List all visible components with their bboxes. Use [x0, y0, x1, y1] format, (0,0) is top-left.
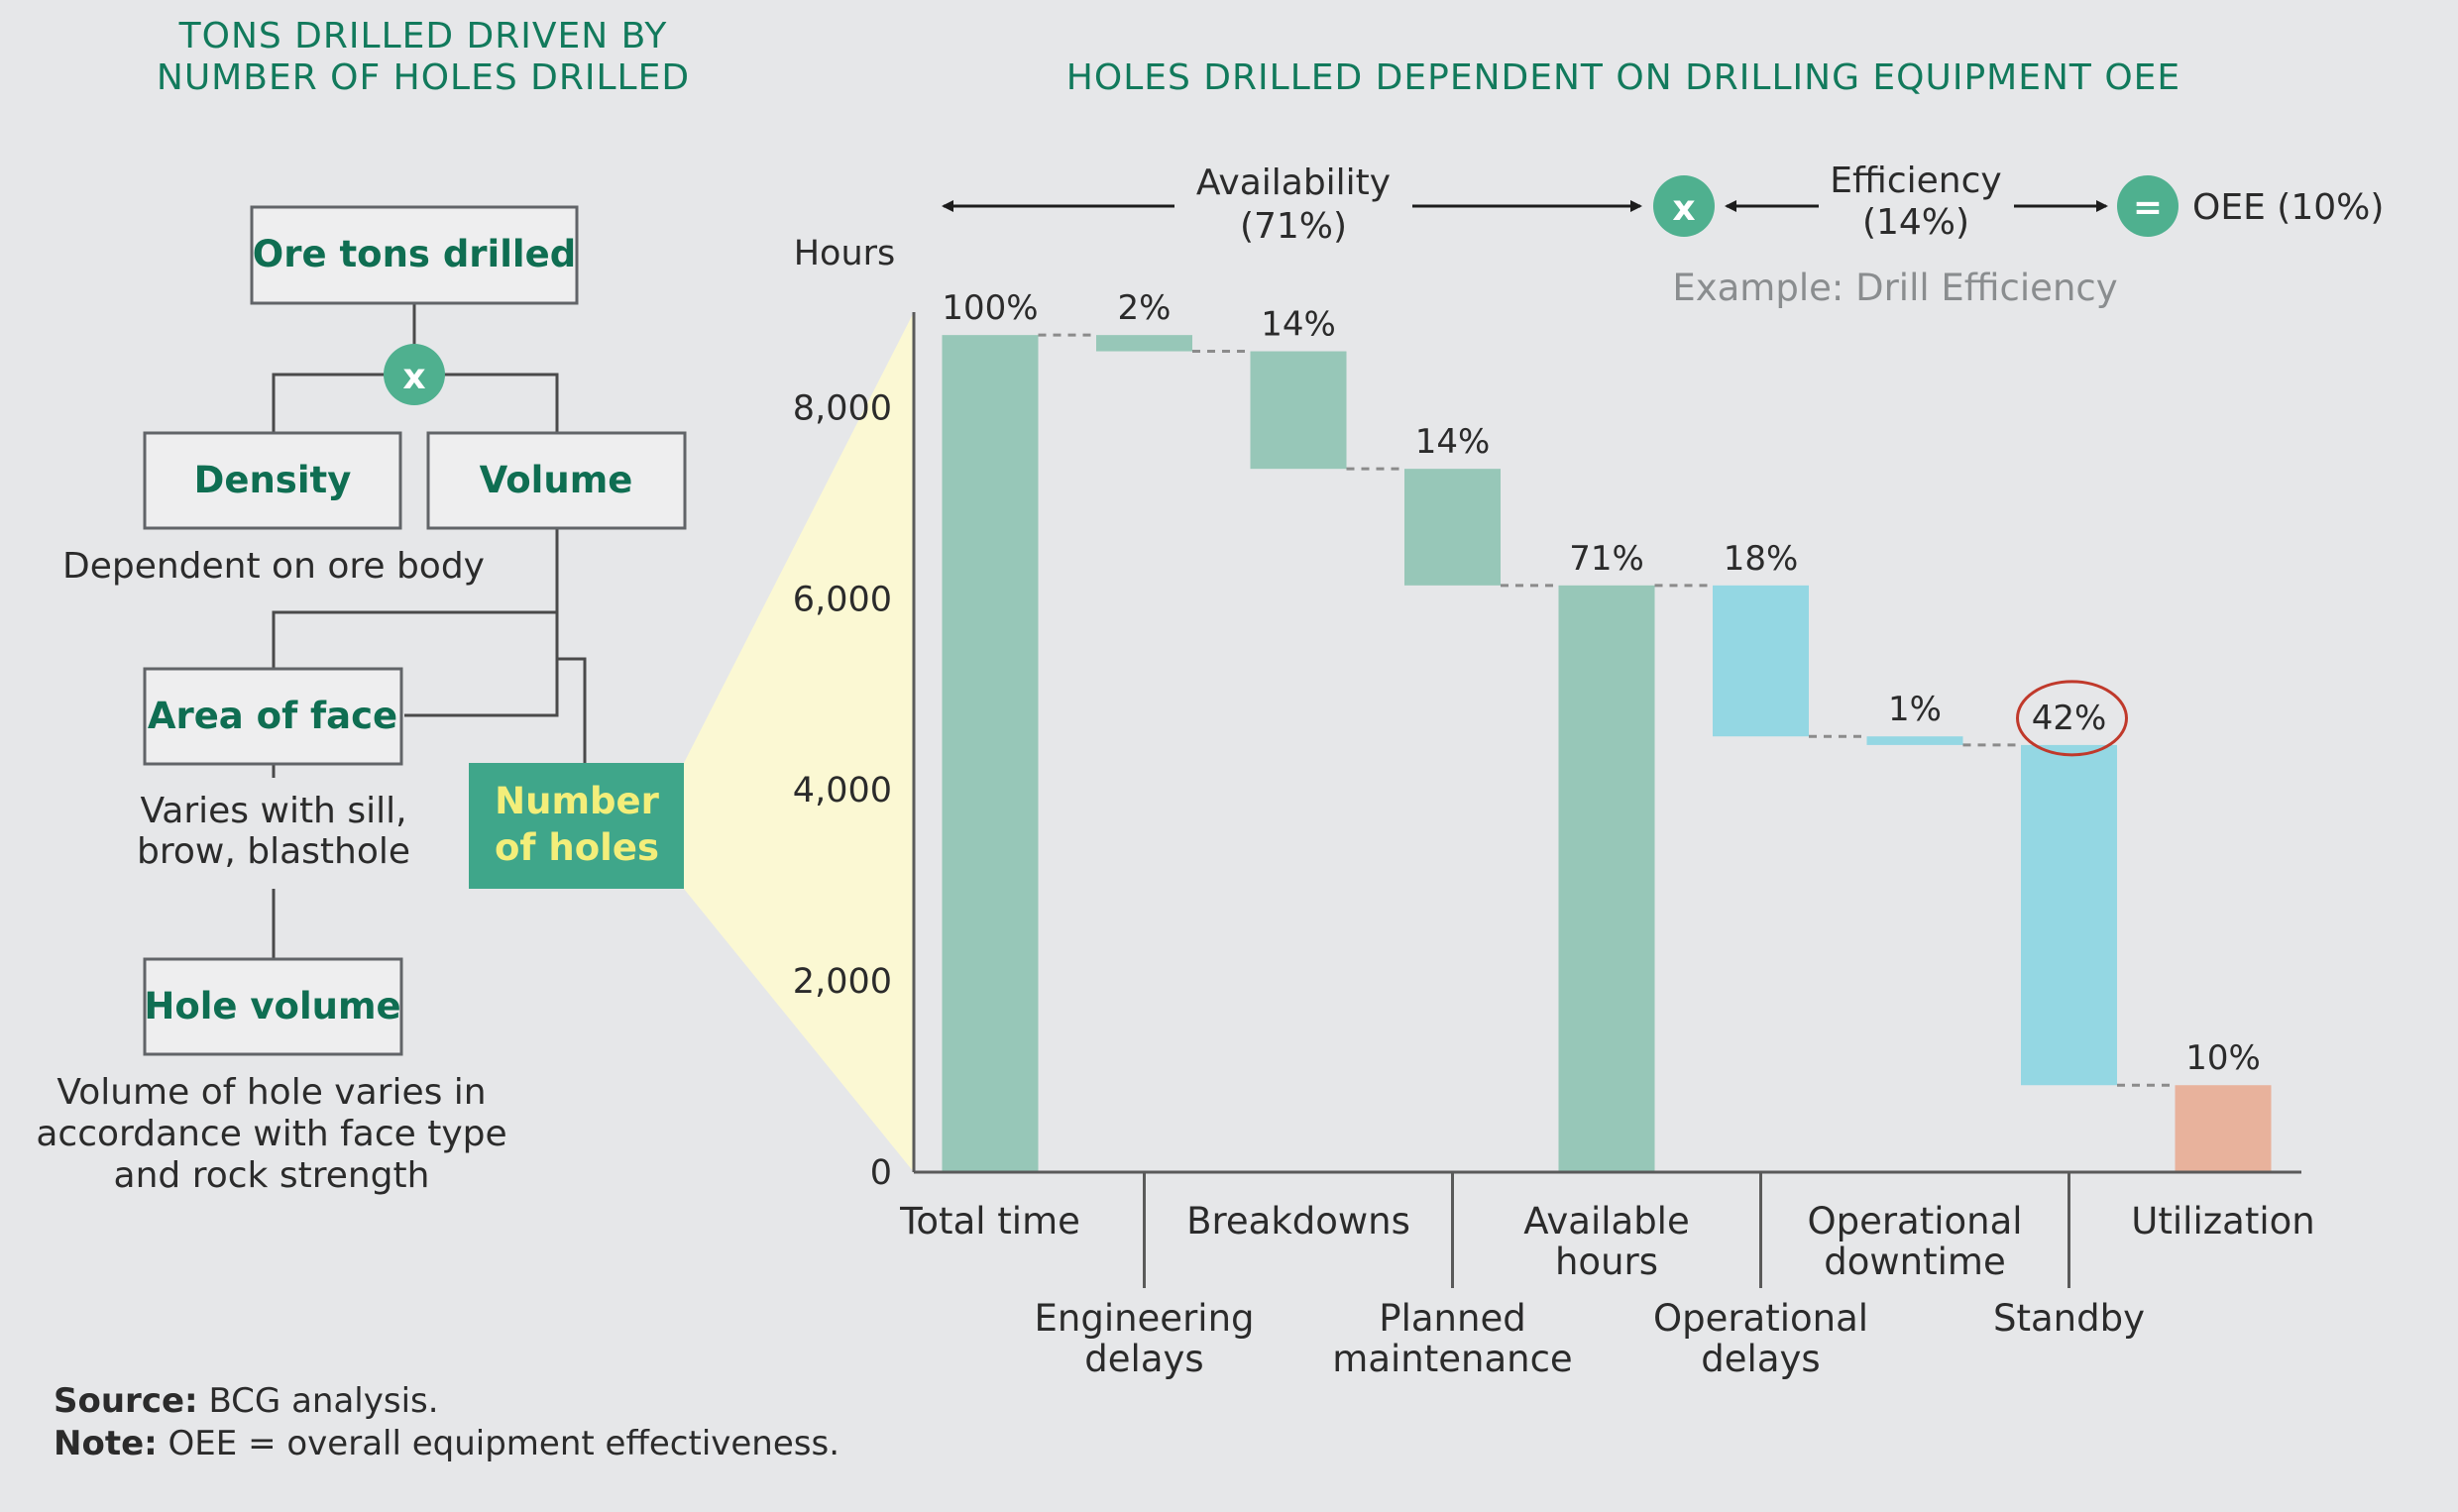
category-label: Total time [899, 1200, 1080, 1242]
ore-tons-box: Ore tons drilled [250, 205, 579, 305]
left-title-line-1: TONS DRILLED DRIVEN BY [178, 16, 668, 56]
bar-connectors [1038, 333, 2176, 1087]
note-line: Note: OEE = overall equipment effectiven… [54, 1424, 839, 1463]
category-label: maintenance [1332, 1338, 1572, 1380]
y-tick-label: 2,000 [793, 962, 892, 1002]
category-label: Operational [1807, 1200, 2022, 1242]
equals-node [2117, 175, 2179, 237]
bar [1866, 736, 1963, 745]
oee-header: Availability (71%) x Efficiency (14%) = … [942, 161, 2384, 247]
source-text: BCG analysis. [198, 1381, 439, 1421]
example-label: Example: Drill Efficiency [1672, 267, 2117, 309]
bar-percent-label: 14% [1415, 422, 1491, 462]
tree-connectors [272, 303, 587, 959]
category-label: downtime [1824, 1241, 2005, 1283]
category-label: Operational [1653, 1297, 1868, 1340]
bar-percent-label: 1% [1888, 690, 1942, 729]
category-label: delays [1084, 1338, 1203, 1380]
category-label: hours [1555, 1241, 1658, 1283]
hole-note-line-3: and rock strength [114, 1155, 430, 1196]
volume-box: Volume [426, 431, 687, 530]
multiply-icon-right: x [1672, 188, 1695, 229]
bar-percent-label: 71% [1569, 539, 1644, 579]
note-label: Note: [54, 1424, 158, 1463]
hole-note-line-2: accordance with face type [36, 1114, 506, 1154]
footer: Source: BCG analysis. Note: OEE = overal… [54, 1381, 839, 1463]
multiply-node-left: x [384, 344, 445, 405]
area-of-face-label: Area of face [148, 695, 397, 737]
category-label: Utilization [2131, 1200, 2314, 1242]
zoom-highlight [684, 312, 914, 1172]
efficiency-label: Efficiency [1830, 161, 2001, 201]
category-label: Available [1523, 1200, 1689, 1242]
note-text: OEE = overall equipment effectiveness. [158, 1424, 839, 1463]
density-note: Dependent on ore body [62, 546, 485, 587]
availability-label: Availability [1196, 162, 1391, 203]
oee-label: OEE (10%) [2192, 187, 2384, 228]
bar-percent-label: 2% [1118, 288, 1172, 328]
hole-volume-box: Hole volume [143, 957, 403, 1056]
y-axis-ticks: 0 2,000 4,000 6,000 8,000 [793, 388, 892, 1193]
bar-percent-label: 10% [2185, 1038, 2261, 1078]
bar-percent-labels: 100% 2% 14% 14% 71% 18% 1% 42% 10% [942, 288, 2260, 1078]
category-labels: Total timeEngineeringdelaysBreakdownsPla… [899, 1200, 2315, 1380]
bar [1713, 585, 1809, 737]
bar [942, 335, 1039, 1172]
y-tick-label: 0 [870, 1153, 892, 1193]
y-tick-label: 4,000 [793, 771, 892, 810]
efficiency-value: (14%) [1862, 202, 1969, 243]
category-label: Engineering [1035, 1297, 1255, 1340]
multiply-node-right [1653, 175, 1715, 237]
highlight-circle [2016, 680, 2128, 757]
bar [1558, 585, 1655, 1172]
bar-percent-label: 42% [2032, 699, 2107, 738]
source-label: Source: [54, 1381, 198, 1421]
left-title-line-2: NUMBER OF HOLES DRILLED [157, 57, 690, 98]
category-label: Standby [1993, 1297, 2145, 1340]
bar-percent-label: 100% [942, 288, 1038, 328]
hole-note-line-1: Volume of hole varies in [56, 1072, 486, 1113]
bars [942, 335, 2272, 1172]
number-of-holes-line-2: of holes [495, 826, 659, 869]
left-title: TONS DRILLED DRIVEN BY NUMBER OF HOLES D… [157, 16, 690, 98]
area-note-line-1: Varies with sill, [140, 791, 406, 831]
source-line: Source: BCG analysis. [54, 1381, 439, 1421]
bar [2021, 744, 2117, 1086]
area-of-face-box: Area of face [143, 667, 403, 766]
multiply-icon: x [402, 357, 425, 397]
right-title: HOLES DRILLED DEPENDENT ON DRILLING EQUI… [1066, 57, 2180, 98]
waterfall-chart: Hours 0 2,000 4,000 6,000 8,000 100% 2% 14% 14%… [793, 234, 2315, 1380]
equals-icon: = [2133, 187, 2163, 228]
bar [1250, 351, 1347, 470]
volume-label: Volume [480, 459, 633, 501]
y-tick-label: 6,000 [793, 580, 892, 619]
axes [912, 312, 2301, 1288]
ore-tons-label: Ore tons drilled [253, 233, 576, 275]
number-of-holes-box: Number of holes [469, 763, 684, 889]
bar [1404, 469, 1501, 586]
category-label: delays [1701, 1338, 1820, 1380]
y-axis-label: Hours [794, 234, 896, 273]
bar [2175, 1085, 2272, 1172]
number-of-holes-line-1: Number [495, 780, 659, 822]
category-label: Planned [1379, 1297, 1525, 1340]
category-label: Breakdowns [1186, 1200, 1410, 1242]
y-tick-label: 8,000 [793, 388, 892, 428]
density-box: Density [143, 431, 402, 530]
bar-percent-label: 14% [1261, 305, 1336, 345]
availability-value: (71%) [1240, 206, 1347, 247]
area-note-line-2: brow, blasthole [137, 831, 410, 872]
bar-percent-label: 18% [1724, 539, 1799, 579]
bar [1096, 335, 1192, 352]
hole-volume-label: Hole volume [144, 985, 400, 1027]
density-label: Density [194, 459, 352, 501]
